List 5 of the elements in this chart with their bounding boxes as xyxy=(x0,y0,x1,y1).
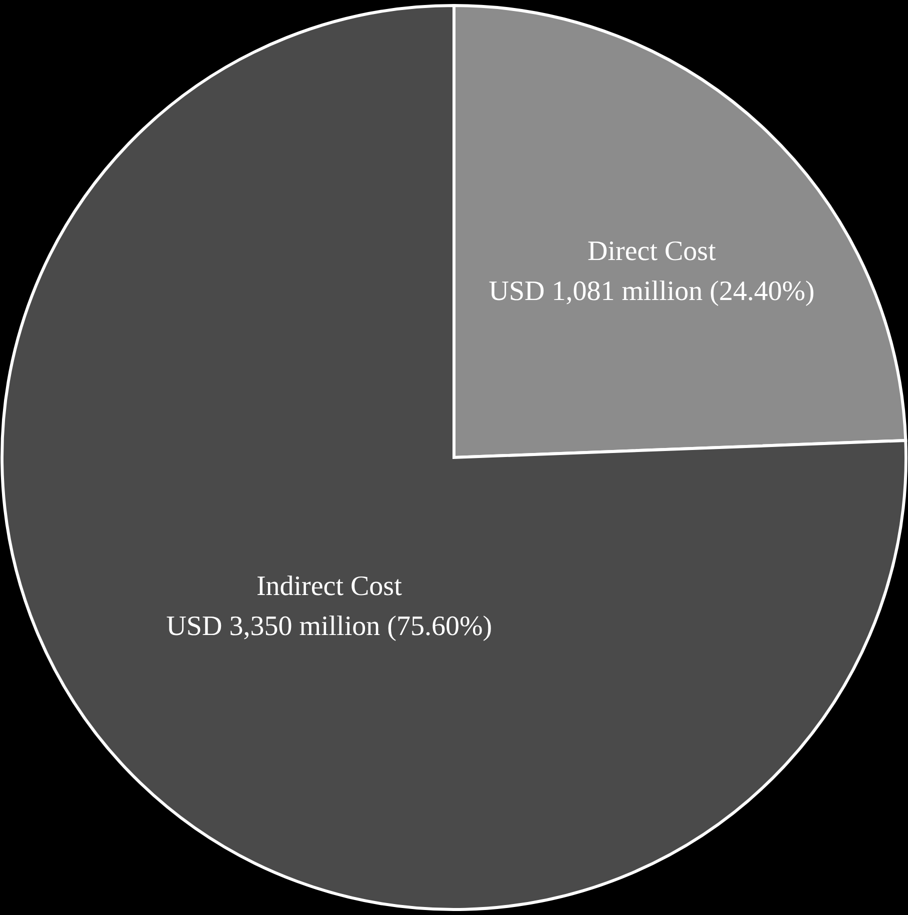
data-label: USD 3,350 million (75.60%) xyxy=(166,611,492,642)
slice-label: Indirect Cost xyxy=(256,571,402,602)
pie-slice xyxy=(0,4,908,910)
data-label: USD 1,081 million (24.40%) xyxy=(488,276,815,308)
slice-label: Direct Cost xyxy=(588,236,716,268)
